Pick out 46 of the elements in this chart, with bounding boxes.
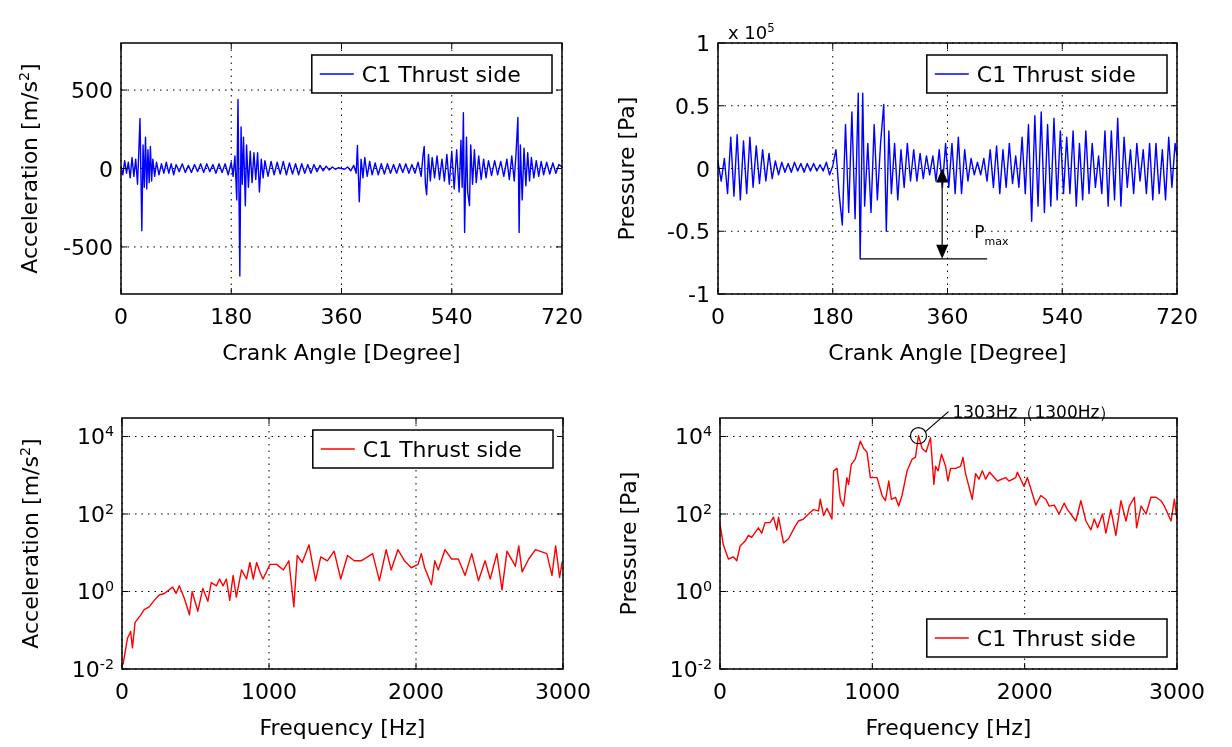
y-tick-label: -0.5 — [667, 219, 710, 245]
annotation: P$_{max}$ — [974, 221, 1009, 248]
y-tick-label: 0 — [99, 156, 113, 182]
y-tick-label: 500 — [71, 78, 113, 104]
annotation: x 10$^{5}$ — [728, 21, 775, 43]
y-tick-label: 0.5 — [675, 93, 710, 119]
legend-label: C1 Thrust side — [361, 62, 521, 87]
line-series — [122, 544, 563, 666]
line-series — [120, 98, 563, 277]
x-axis-title: Crank Angle [Degree] — [828, 340, 1067, 365]
y-tick-label: 10$^{4}$ — [76, 423, 114, 450]
annotation: 1303Hz（1300Hz） — [952, 401, 1117, 422]
y-tick-label: 10$^{2}$ — [674, 500, 712, 527]
x-tick-label: 360 — [926, 304, 969, 329]
x-tick-label: 1000 — [844, 679, 901, 704]
y-tick-label: 10$^{0}$ — [674, 578, 712, 605]
x-tick-label: 180 — [210, 304, 253, 329]
x-tick-label: 540 — [430, 304, 473, 329]
x-tick-label: 2000 — [996, 679, 1053, 704]
y-tick-label: 10$^{-2}$ — [71, 656, 114, 682]
legend-label: C1 Thrust side — [976, 626, 1136, 651]
y-axis-title: Pressure [Pa] — [616, 471, 641, 616]
legend-label: C1 Thrust side — [362, 437, 522, 462]
x-axis-title: Crank Angle [Degree] — [222, 340, 461, 365]
y-tick-label: -500 — [63, 234, 113, 260]
y-tick-label: 1 — [696, 31, 710, 56]
x-tick-label: 720 — [1156, 304, 1198, 329]
legend-label: C1 Thrust side — [976, 62, 1136, 87]
line-series — [717, 92, 1178, 260]
x-axis-title: Frequency [Hz] — [259, 715, 426, 740]
x-axis-title: Frequency [Hz] — [865, 715, 1032, 740]
y-tick-label: 0 — [696, 156, 710, 182]
x-tick-label: 360 — [320, 304, 363, 329]
x-tick-label: 180 — [811, 304, 854, 329]
y-tick-label: 10$^{2}$ — [76, 500, 114, 527]
y-tick-label: 10$^{-2}$ — [669, 656, 712, 682]
x-tick-label: 720 — [541, 304, 583, 329]
y-axis-title: Pressure [Pa] — [614, 96, 639, 241]
y-tick-label: -1 — [688, 282, 710, 307]
y-tick-label: 10$^{0}$ — [76, 578, 114, 605]
x-tick-label: 2000 — [388, 679, 444, 704]
y-tick-label: 10$^{4}$ — [674, 423, 712, 450]
x-tick-label: 3000 — [535, 679, 591, 704]
x-tick-label: 540 — [1041, 304, 1084, 329]
x-tick-label: 1000 — [241, 679, 297, 704]
x-tick-label: 3000 — [1149, 679, 1205, 704]
